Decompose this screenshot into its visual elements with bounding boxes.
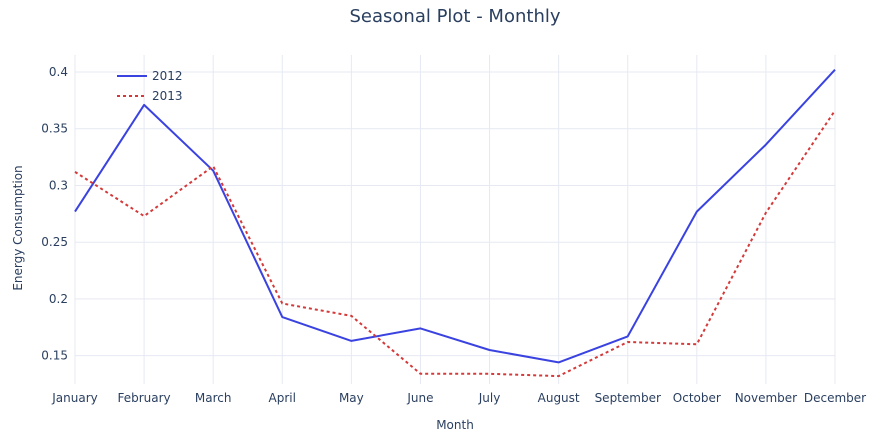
x-tick-label-april: April: [269, 391, 296, 405]
x-tick-label-june: June: [406, 391, 433, 405]
x-tick-label-september: September: [595, 391, 661, 405]
grid: [74, 55, 836, 384]
x-tick-label-february: February: [117, 391, 170, 405]
x-tick-label-august: August: [538, 391, 580, 405]
x-axis-ticks: January February March April May June July Augu…: [51, 391, 866, 405]
legend-label-2012: 2012: [152, 69, 183, 83]
y-tick-label-0-35: 0.35: [41, 122, 68, 136]
y-tick-label-0-15: 0.15: [41, 349, 68, 363]
x-axis-title: Month: [436, 418, 474, 432]
series-lines: [74, 69, 836, 378]
x-tick-label-july: July: [478, 391, 501, 405]
legend-label-2013: 2013: [152, 89, 183, 103]
chart-title: Seasonal Plot - Monthly: [349, 6, 560, 27]
series-line-2013[interactable]: [74, 110, 836, 378]
x-tick-label-march: March: [195, 391, 232, 405]
y-tick-label-0-4: 0.4: [49, 65, 68, 79]
y-tick-label-0-2: 0.2: [49, 292, 68, 306]
x-tick-label-may: May: [339, 391, 364, 405]
x-tick-label-january: January: [51, 391, 98, 405]
x-tick-label-october: October: [673, 391, 721, 405]
legend-item-2012[interactable]: 2012: [117, 69, 183, 83]
y-tick-label-0-3: 0.3: [49, 178, 68, 192]
legend[interactable]: 2012 2013: [117, 69, 183, 103]
y-axis-ticks: 0.15 0.2 0.25 0.3 0.35 0.4: [41, 65, 68, 363]
y-axis-title: Energy Consumption: [11, 165, 25, 290]
series-line-2012[interactable]: [74, 69, 836, 364]
y-tick-label-0-25: 0.25: [41, 235, 68, 249]
legend-item-2013[interactable]: 2013: [117, 89, 183, 103]
x-tick-label-december: December: [804, 391, 866, 405]
x-tick-label-november: November: [735, 391, 797, 405]
